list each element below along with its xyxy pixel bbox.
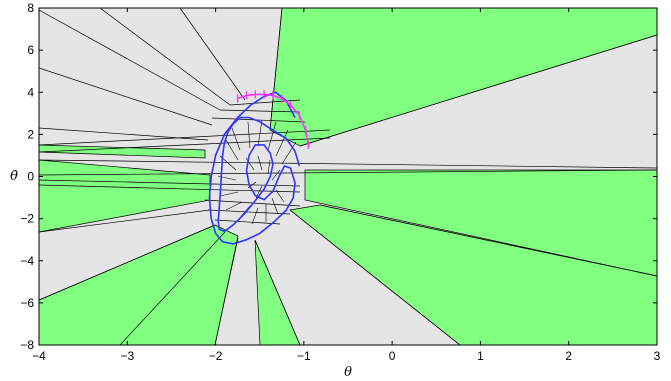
x-tick-label: −2: [209, 349, 223, 363]
y-tick-label: −6: [20, 296, 34, 310]
y-tick-label: 4: [27, 85, 34, 99]
trajectory-layer: [208, 90, 310, 245]
region-upper-left-band: [39, 144, 206, 159]
x-tick-label: 0: [389, 349, 396, 363]
x-tick-label: −1: [297, 349, 311, 363]
trajectory-series-2: [237, 93, 310, 146]
inner-mesh: [217, 119, 297, 225]
trajectory-series-1: [208, 91, 301, 245]
region-right-middle: [304, 169, 657, 277]
x-tick-label: −4: [32, 349, 46, 363]
x-tick-label: 3: [654, 349, 661, 363]
y-tick-label: −2: [20, 212, 34, 226]
y-tick-label: 0: [27, 170, 34, 184]
y-axis-label: θ̇: [10, 169, 18, 184]
x-tick-label: −3: [120, 349, 134, 363]
y-tick-label: −8: [20, 338, 34, 352]
y-tick-label: 6: [27, 43, 34, 57]
region-boundaries: [39, 8, 657, 345]
x-axis-label: θ: [344, 365, 352, 380]
y-tick-label: 8: [27, 1, 34, 15]
y-tick-label: −4: [20, 254, 34, 268]
x-tick-label: 2: [565, 349, 572, 363]
y-tick-label: 2: [27, 127, 34, 141]
tick-layer: −4 −3 −2 −1 0 1 2 3 −8 −6 −4 −2 0 2 4 6 8: [20, 1, 660, 363]
x-tick-label: 1: [477, 349, 484, 363]
